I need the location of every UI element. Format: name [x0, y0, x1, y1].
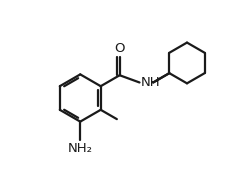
Text: NH₂: NH₂ — [68, 142, 93, 155]
Text: NH: NH — [140, 76, 160, 89]
Text: O: O — [114, 42, 125, 55]
